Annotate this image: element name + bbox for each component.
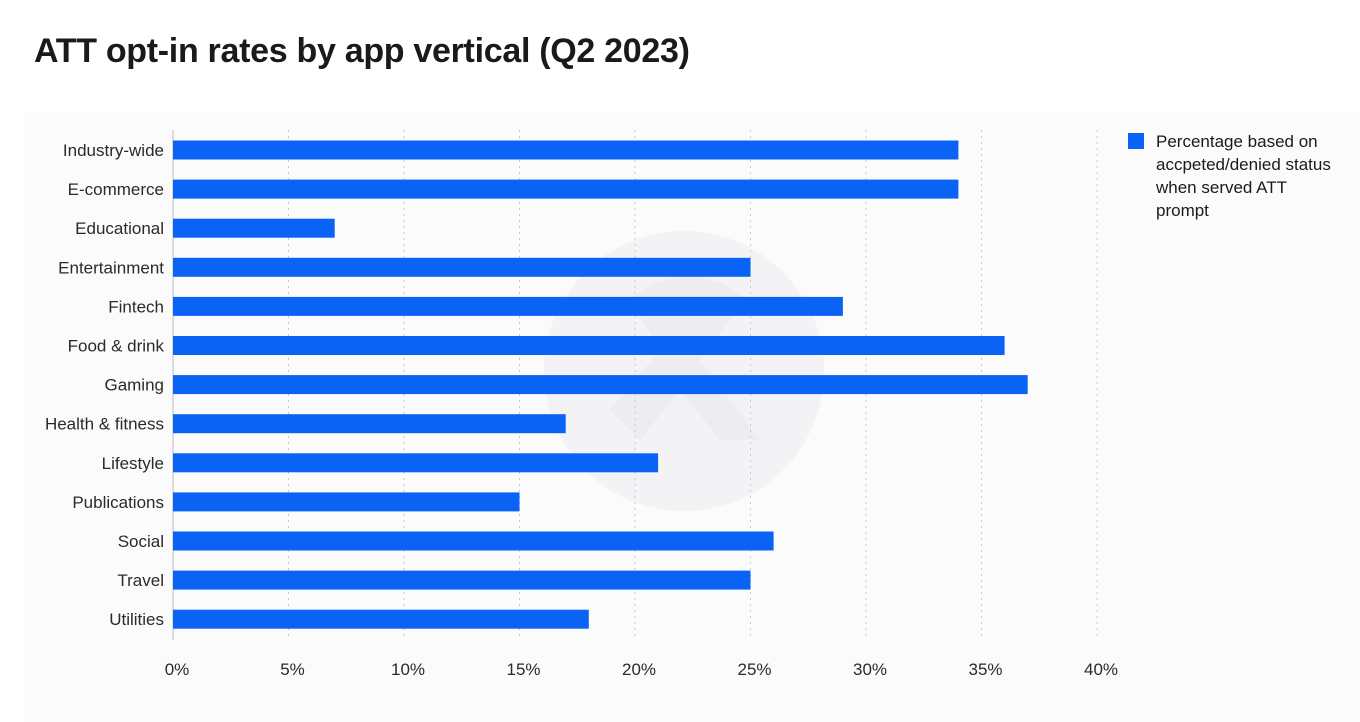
x-tick-label: 40% (1084, 660, 1118, 679)
grid-lines (288, 130, 1098, 640)
category-label: Lifestyle (102, 454, 164, 473)
category-label: Gaming (104, 376, 164, 395)
bar (173, 336, 1005, 355)
bar (173, 414, 566, 434)
category-label: Utilities (109, 610, 164, 629)
bar (173, 453, 659, 473)
bar (173, 492, 520, 512)
category-label: Travel (117, 571, 164, 590)
category-label: Industry-wide (63, 141, 164, 160)
category-label: Publications (72, 493, 164, 512)
x-tick-label: 15% (506, 660, 540, 679)
category-label: E-commerce (68, 180, 164, 199)
bar (173, 570, 751, 590)
chart-title: ATT opt-in rates by app vertical (Q2 202… (34, 32, 690, 70)
legend-swatch (1128, 133, 1144, 149)
bars (173, 140, 1028, 629)
x-tick-label: 20% (622, 660, 656, 679)
x-tick-label: 35% (968, 660, 1002, 679)
category-label: Fintech (108, 297, 164, 316)
x-tick-label: 0% (165, 660, 190, 679)
legend-label: Percentage based on accpeted/denied stat… (1156, 132, 1331, 220)
bar (173, 296, 843, 316)
bar (173, 375, 1028, 395)
bar (173, 218, 335, 238)
bar (173, 257, 751, 277)
x-tick-label: 30% (853, 660, 887, 679)
legend: Percentage based on accpeted/denied stat… (1128, 130, 1338, 222)
category-label: Entertainment (58, 258, 164, 277)
category-label: Health & fitness (45, 415, 164, 434)
bar (173, 609, 589, 629)
category-label: Food & drink (68, 337, 165, 356)
category-labels: Industry-wide E-commerce Educational Entert… (45, 141, 165, 629)
x-tick-label: 5% (280, 660, 305, 679)
bar (173, 179, 959, 199)
bar (173, 140, 959, 160)
category-label: Social (118, 532, 164, 551)
x-tick-label: 10% (391, 660, 425, 679)
category-label: Educational (75, 219, 164, 238)
x-tick-labels: 0% 5% 10% 15% 20% 25% 30% 35% 40% (165, 660, 1118, 679)
bar (173, 531, 774, 551)
x-tick-label: 25% (737, 660, 771, 679)
